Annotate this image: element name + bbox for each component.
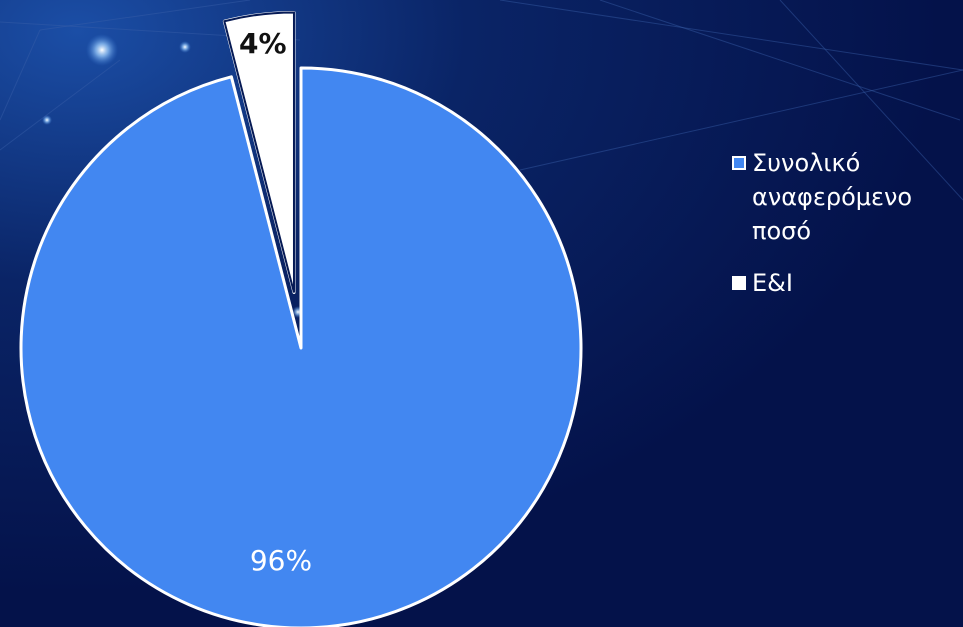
legend-label: E&I [752,269,793,297]
pie-slice-total [19,66,583,627]
legend-swatch [732,156,746,170]
legend-item: E&I [732,266,957,300]
legend-item: Συνολικό αναφερόμενο ποσό [732,146,957,248]
pie-chart: 96% 4% [19,10,583,627]
legend: Συνολικό αναφερόμενο ποσό E&I [732,146,957,318]
pie-slice-ei-outline [223,11,295,293]
legend-label: Συνολικό αναφερόμενο ποσό [752,149,913,245]
data-label-total: 96% [250,544,312,577]
data-label-ei: 4% [239,27,287,60]
legend-swatch [732,276,746,290]
